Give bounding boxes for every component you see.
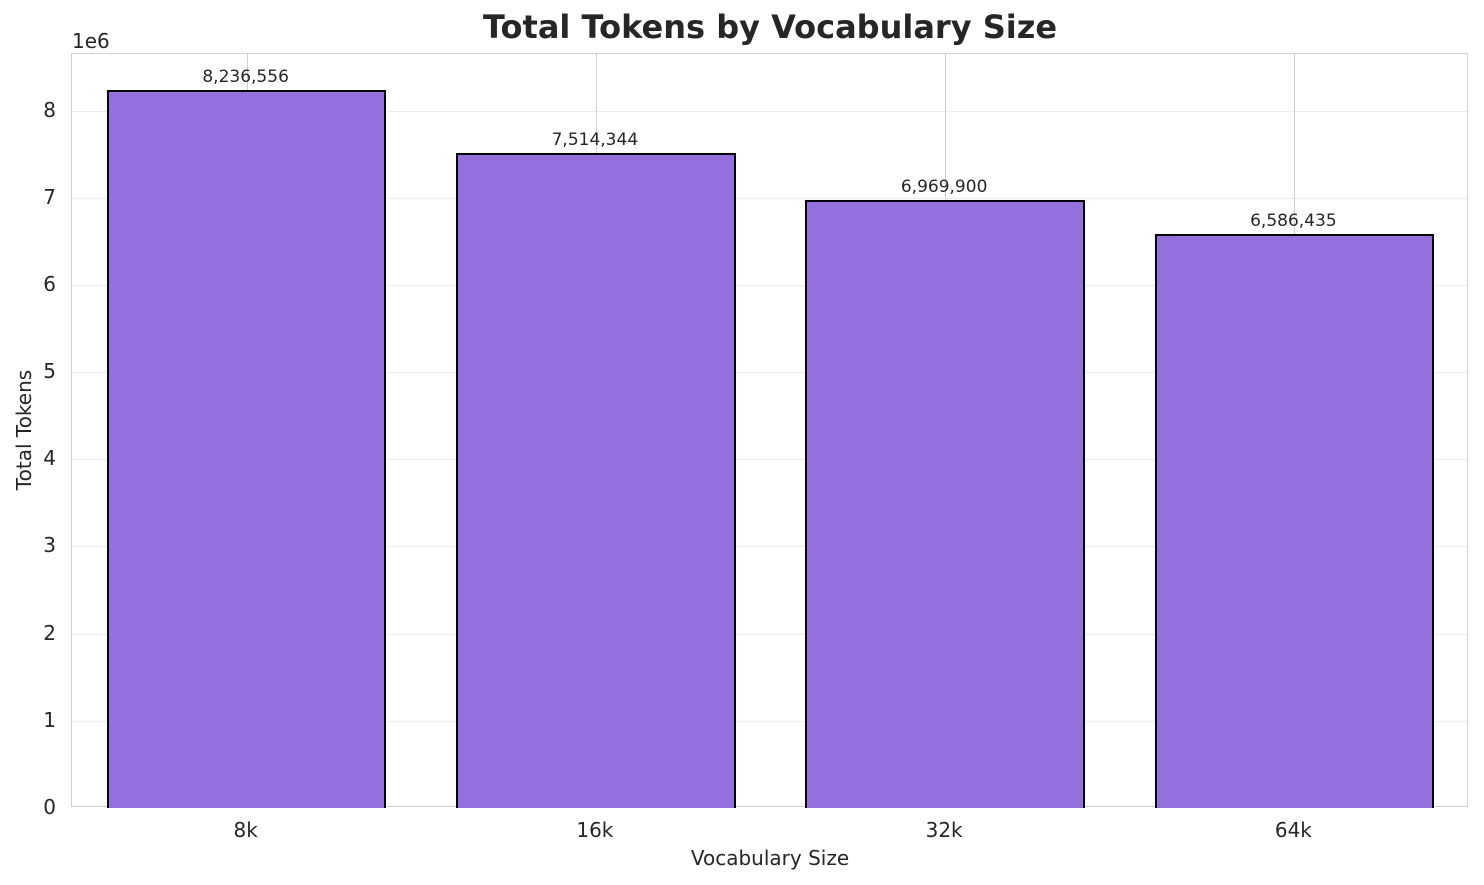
bar-64k [1154, 233, 1435, 808]
chart-title: Total Tokens by Vocabulary Size [482, 8, 1058, 46]
y-tick-label: 8 [43, 97, 56, 122]
plot-area [71, 53, 1468, 808]
bar-32k [805, 200, 1085, 808]
bar-16k [456, 152, 736, 808]
y-gridline [72, 110, 1467, 112]
y-gridline [72, 372, 1467, 374]
bar-8k [106, 90, 387, 808]
y-tick-label: 1 [43, 707, 56, 732]
y-tick-label: 0 [43, 795, 56, 819]
y-gridline [72, 459, 1467, 461]
y-gridline [72, 546, 1467, 548]
y-axis-offset-label: 1e6 [72, 29, 110, 53]
y-tick-label: 4 [43, 446, 56, 471]
y-tick-label: 6 [43, 271, 56, 296]
y-gridline [72, 284, 1467, 286]
y-tick-label: 7 [43, 184, 56, 209]
x-axis-label: Vocabulary Size [690, 846, 850, 870]
bar-value-label: 6,586,435 [1250, 210, 1337, 231]
y-gridline [72, 197, 1467, 199]
y-gridline [72, 633, 1467, 635]
y-tick-label: 5 [43, 359, 56, 384]
x-tick-label: 64k [1274, 818, 1312, 842]
x-tick-label: 16k [576, 818, 614, 842]
y-tick-label: 3 [43, 533, 56, 558]
x-tick-label: 32k [925, 818, 963, 842]
y-tick-label: 2 [43, 620, 56, 645]
bar-value-label: 6,969,900 [900, 177, 988, 198]
x-tick-label: 8k [233, 818, 258, 842]
y-axis-label: Total Tokens [12, 369, 36, 491]
bar-value-label: 8,236,556 [202, 67, 289, 88]
y-gridline [72, 720, 1467, 722]
bar-value-label: 7,514,344 [551, 129, 639, 150]
